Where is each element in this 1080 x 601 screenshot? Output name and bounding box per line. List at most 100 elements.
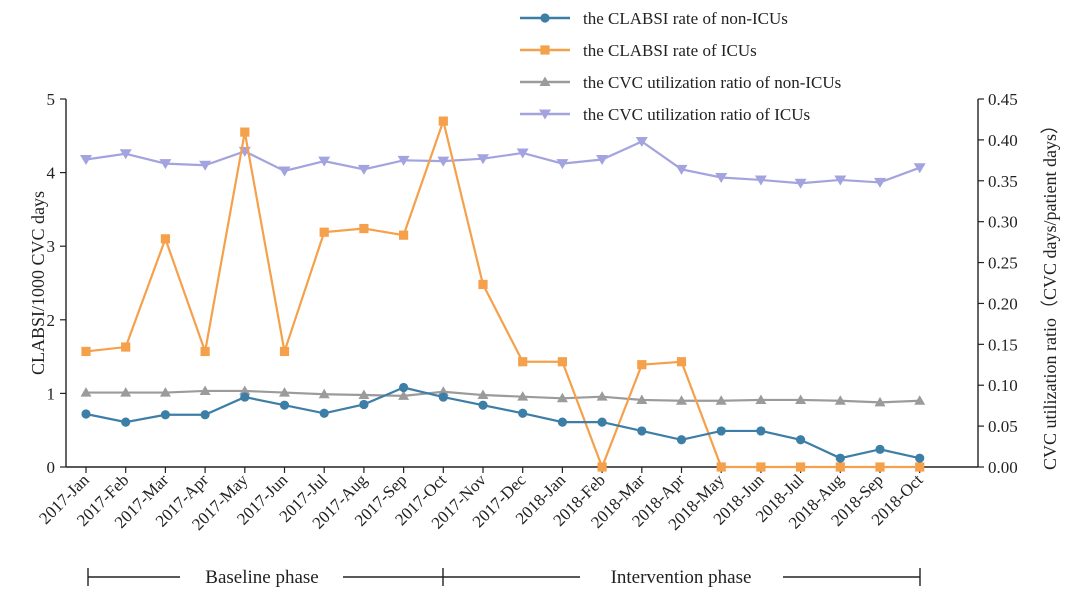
series-3-point	[279, 387, 290, 397]
series-2-point	[438, 116, 448, 126]
right-y-tick-label: 0.10	[988, 376, 1018, 395]
series-1-point	[399, 382, 409, 393]
left-y-tick-label: 2	[47, 311, 56, 330]
series-2-point	[240, 127, 250, 137]
series-4-point	[318, 156, 331, 167]
series-1-point	[438, 392, 448, 402]
series-4-point	[437, 156, 450, 167]
series-3-point	[636, 394, 648, 404]
series-2-point	[796, 462, 806, 472]
series-layer	[80, 116, 926, 472]
series-1-point	[756, 426, 766, 436]
series-1-point	[796, 435, 806, 445]
series-2-point	[200, 346, 210, 357]
series-1-point	[121, 417, 131, 427]
series-1-point	[597, 417, 607, 427]
series-2-point	[557, 357, 567, 367]
series-2-point	[518, 357, 528, 367]
right-y-ticks: 0.00 0.05 0.10 0.15 0.20 0.25 0.30 0.35 0.40 0.45	[978, 90, 1018, 477]
series-1	[81, 382, 925, 463]
series-4-point	[834, 175, 847, 186]
series-2-line	[85, 117, 920, 471]
series-2-point	[915, 462, 925, 472]
series-4-point	[357, 164, 370, 175]
series-3-point	[159, 387, 171, 397]
left-y-tick-label: 0	[47, 458, 56, 477]
series-2-point	[637, 360, 647, 370]
series-3-point	[874, 396, 886, 407]
series-3-point	[199, 385, 211, 395]
baseline-phase-label: Baseline phase	[205, 567, 318, 588]
series-4-point	[715, 173, 728, 184]
right-y-tick-label: 0.40	[988, 131, 1018, 150]
legend-item: the CLABSI rate of non-ICUs	[520, 9, 788, 28]
left-y-axis-title: CLABSI/1000 CVC days	[28, 191, 48, 375]
series-3-point	[358, 389, 370, 400]
right-y-tick-label: 0.20	[988, 294, 1018, 313]
series-1-point	[200, 410, 210, 420]
series-2-point	[121, 342, 131, 352]
series-2-point	[597, 462, 607, 472]
legend-label: the CVC utilization ratio of ICUs	[583, 105, 810, 124]
series-3-point	[239, 385, 251, 395]
series-2-point	[359, 223, 369, 234]
series-1-point	[160, 410, 170, 420]
legend-marker	[539, 109, 551, 120]
series-3-point	[437, 386, 449, 396]
x-ticks: 2017-Jan2017-Feb2017-Mar2017-Apr2017-May…	[35, 467, 927, 534]
series-1-point	[240, 392, 250, 402]
series-2-point	[160, 234, 170, 244]
series-3-point	[755, 394, 767, 404]
series-4-point	[675, 164, 688, 175]
series-4-point	[874, 177, 886, 188]
series-4-point	[635, 137, 648, 148]
right-y-tick-label: 0.45	[988, 90, 1018, 109]
series-1-point	[875, 444, 885, 454]
legend-marker	[540, 13, 550, 23]
intervention-phase-label: Intervention phase	[611, 567, 752, 588]
series-2-point	[81, 346, 91, 357]
series-3-point	[517, 391, 529, 401]
right-y-tick-label: 0.05	[988, 417, 1018, 436]
series-4	[80, 137, 926, 189]
series-4-point	[556, 159, 569, 170]
series-4-point	[477, 154, 489, 165]
right-y-axis-title: CVC utilization ratio（CVC days/patient d…	[1040, 116, 1060, 470]
series-4-point	[794, 178, 807, 189]
left-y-tick-label: 3	[47, 237, 56, 256]
series-3-point	[120, 387, 132, 397]
left-y-tick-label: 1	[47, 384, 56, 403]
series-2-point	[835, 462, 845, 472]
series-3-point	[795, 394, 807, 404]
series-1-point	[835, 453, 845, 463]
series-2-point	[478, 279, 488, 290]
series-1-point	[557, 417, 568, 427]
series-1-point	[915, 453, 925, 463]
series-4-point	[754, 175, 767, 186]
series-4-point	[199, 160, 212, 171]
series-2	[81, 116, 925, 472]
series-3-point	[556, 392, 568, 403]
legend-item: the CLABSI rate of ICUs	[520, 41, 757, 60]
series-4-point	[913, 163, 926, 174]
series-1-point	[637, 426, 647, 436]
series-2-point	[756, 462, 766, 472]
series-4-point	[516, 148, 529, 159]
series-2-point	[875, 462, 885, 472]
legend-marker	[540, 45, 550, 55]
right-y-tick-label: 0.30	[988, 213, 1018, 232]
series-1-point	[359, 399, 369, 410]
series-3-point	[914, 395, 926, 405]
right-y-tick-label: 0.00	[988, 458, 1018, 477]
series-1-point	[81, 409, 91, 419]
series-3-point	[676, 395, 687, 405]
legend-marker	[539, 76, 551, 86]
legend-label: the CLABSI rate of non-ICUs	[583, 9, 788, 28]
series-1-point	[716, 426, 726, 436]
series-3-point	[596, 391, 608, 401]
left-y-tick-label: 4	[47, 164, 56, 183]
series-4-point	[159, 159, 172, 170]
series-3-point	[398, 390, 410, 400]
series-4-point	[119, 149, 132, 160]
series-4-point	[596, 155, 609, 166]
